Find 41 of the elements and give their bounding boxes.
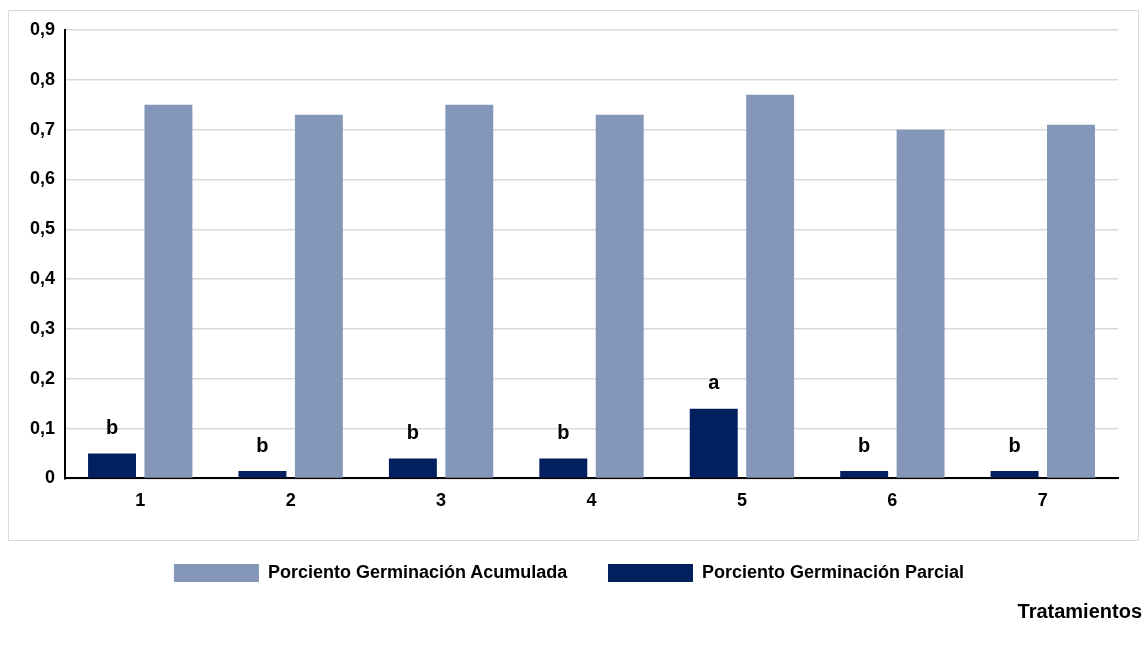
y-tick-label: 0,9 xyxy=(29,18,56,39)
annotation: b xyxy=(858,433,871,456)
y-tick-label: 0 xyxy=(45,467,56,488)
bar xyxy=(746,94,795,478)
y-tick-label: 0,1 xyxy=(29,417,56,438)
bar xyxy=(445,104,494,478)
y-tick-label: 0,3 xyxy=(29,317,56,338)
bar xyxy=(539,458,588,478)
y-tick-label: 0,6 xyxy=(29,168,56,189)
bar xyxy=(896,129,945,478)
x-tick-label: 5 xyxy=(736,490,747,511)
x-tick-label: 6 xyxy=(887,490,898,511)
annotation: b xyxy=(256,433,269,456)
bar xyxy=(144,104,193,478)
y-tick-label: 0,5 xyxy=(29,218,56,239)
annotation: b xyxy=(1008,433,1021,456)
bar xyxy=(595,114,644,478)
bar xyxy=(1047,124,1095,478)
x-tick-label: 4 xyxy=(586,490,597,511)
x-axis-title: Tratamientos xyxy=(1017,599,1142,622)
x-tick-label: 2 xyxy=(285,490,296,511)
y-tick-label: 0,2 xyxy=(29,367,56,388)
y-tick-label: 0,4 xyxy=(29,268,56,289)
bar xyxy=(238,470,287,478)
x-tick-label: 3 xyxy=(436,490,447,511)
x-tick-label: 1 xyxy=(135,490,146,511)
annotation: b xyxy=(557,421,570,444)
bar xyxy=(88,453,136,478)
annotation: b xyxy=(406,421,419,444)
x-tick-label: 7 xyxy=(1037,490,1048,511)
legend-label: Porciento Germinación Parcial xyxy=(701,561,965,582)
y-tick-label: 0,8 xyxy=(29,68,56,89)
y-tick-label: 0,7 xyxy=(29,118,56,139)
bar xyxy=(840,470,889,478)
bar xyxy=(294,114,343,478)
bar xyxy=(388,458,437,478)
annotation: a xyxy=(708,371,721,394)
annotation: b xyxy=(105,416,119,439)
bar xyxy=(990,470,1039,478)
legend-label: Porciento Germinación Acumulada xyxy=(267,561,569,582)
bar xyxy=(689,408,738,478)
